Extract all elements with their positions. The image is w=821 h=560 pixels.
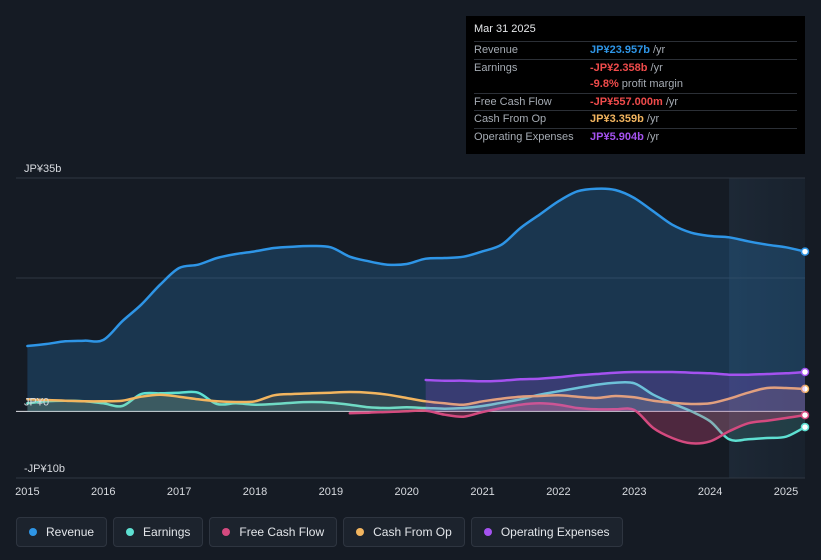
tooltip-row: Revenue JP¥23.957b /yr: [474, 41, 797, 59]
tooltip-panel: Mar 31 2025 Revenue JP¥23.957b /yr Earning…: [466, 16, 805, 154]
earnings-end-point: [800, 422, 810, 432]
x-tick-label: 2022: [546, 486, 570, 498]
tooltip-row-value: -9.8% profit margin: [590, 78, 683, 90]
legend-item-operating-expenses[interactable]: Operating Expenses: [470, 517, 623, 547]
legend-dot-icon: [29, 528, 37, 536]
legend-item-cash-from-op[interactable]: Cash From Op: [343, 517, 465, 547]
axis-labels: JP¥35b JP¥0 -JP¥10b 2015 2016 2017 2018 2019 202…: [15, 163, 798, 498]
legend-label: Free Cash Flow: [239, 525, 325, 539]
free-cash-flow-end-point: [800, 410, 810, 420]
legend-label: Operating Expenses: [500, 525, 610, 539]
legend-label: Earnings: [143, 525, 191, 539]
cash-from-op-area: [27, 387, 805, 412]
tooltip-date: Mar 31 2025: [474, 23, 536, 35]
tooltip-row-label: Free Cash Flow: [474, 95, 552, 108]
x-tick-label: 2020: [394, 486, 418, 498]
tooltip-row: Cash From Op JP¥3.359b /yr: [474, 110, 797, 128]
operating-expenses-end-point: [800, 367, 810, 377]
x-tick-label: 2024: [698, 486, 722, 498]
legend-label: Revenue: [46, 525, 95, 539]
tooltip-row-value: -JP¥2.358b /yr: [590, 61, 663, 74]
cash-from-op-end-point: [800, 384, 810, 394]
tooltip-row: Free Cash Flow -JP¥557.000m /yr: [474, 92, 797, 111]
x-tick-label: 2021: [470, 486, 494, 498]
free-cash-flow-area: [349, 403, 805, 444]
x-tick-label: 2025: [774, 486, 798, 498]
legend-item-free-cash-flow[interactable]: Free Cash Flow: [209, 517, 338, 547]
y-tick-label: -JP¥10b: [24, 463, 65, 475]
tooltip-row-label: Operating Expenses: [474, 130, 574, 143]
tooltip-row-label: Cash From Op: [474, 113, 547, 125]
tooltip-row-label: Revenue: [474, 44, 519, 56]
forecast-highlight-band: [729, 178, 805, 478]
x-tick-label: 2019: [319, 486, 343, 498]
legend: Revenue Earnings Free Cash Flow Cash From O…: [16, 517, 623, 547]
tooltip-row: -9.8% profit margin: [474, 76, 797, 93]
x-tick-label: 2016: [91, 486, 115, 498]
series-layer: [26, 187, 810, 445]
revenue-line: [26, 187, 807, 348]
x-tick-label: 2023: [622, 486, 646, 498]
legend-dot-icon: [126, 528, 135, 536]
free-cash-flow-line: [348, 402, 807, 445]
tooltip-row-label: Earnings: [474, 61, 518, 74]
x-tick-label: 2018: [243, 486, 267, 498]
tooltip-row: Operating Expenses JP¥5.904b /yr: [474, 127, 797, 146]
tooltip-row-value: JP¥3.359b /yr: [590, 113, 660, 125]
legend-dot-icon: [483, 528, 492, 536]
operating-expenses-area: [425, 371, 805, 412]
tooltip-row-value: JP¥23.957b /yr: [590, 44, 666, 56]
operating-expenses-line: [424, 370, 807, 383]
cash-from-op-line: [26, 386, 807, 407]
legend-dot-icon: [356, 528, 365, 536]
legend-item-revenue[interactable]: Revenue: [16, 517, 108, 547]
legend-dot-icon: [222, 528, 231, 536]
y-tick-label: JP¥35b: [24, 163, 61, 175]
revenue-area: [27, 188, 805, 412]
revenue-end-point: [800, 247, 810, 256]
y-tick-label: JP¥0: [24, 396, 49, 408]
tooltip-row-label: [474, 76, 590, 93]
legend-item-earnings[interactable]: Earnings: [113, 517, 204, 547]
tooltip-row-value: -JP¥557.000m /yr: [590, 95, 679, 108]
tooltip-row: Earnings -JP¥2.358b /yr: [474, 58, 797, 77]
tooltip-row-value: JP¥5.904b /yr: [590, 130, 660, 143]
x-tick-label: 2017: [167, 486, 191, 498]
legend-label: Cash From Op: [373, 525, 452, 539]
x-tick-label: 2015: [15, 486, 39, 498]
